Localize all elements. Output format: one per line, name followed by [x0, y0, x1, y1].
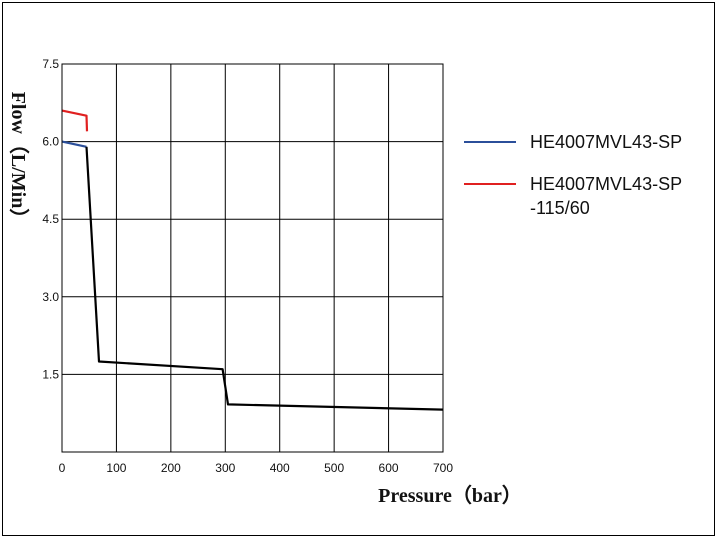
y-tick-4-5: 4.5 [42, 212, 59, 226]
grid-lines [62, 64, 443, 452]
x-tick-200: 200 [161, 461, 181, 475]
plot-area [61, 63, 444, 453]
legend-label-line-1: HE4007MVL43-SP [530, 174, 682, 194]
x-tick-700: 700 [433, 461, 453, 475]
x-tick-600: 600 [379, 461, 399, 475]
series-layer [61, 109, 444, 411]
x-tick-300: 300 [215, 461, 235, 475]
series-line-1 [61, 109, 89, 132]
legend-label-he4007mvl43-sp-115-60: HE4007MVL43-SP -115/60 [530, 174, 687, 218]
y-tick-1-5: 1.5 [42, 367, 59, 381]
legend-label-line-2: -115/60 [530, 198, 590, 218]
series-line-2 [85, 146, 444, 411]
y-axis-title: Flow（L/Min） [7, 92, 30, 229]
x-tick-labels: 0 100 200 300 400 500 600 700 [59, 461, 454, 475]
x-tick-0: 0 [59, 461, 66, 475]
x-tick-400: 400 [270, 461, 290, 475]
legend-label-he4007mvl43-sp: HE4007MVL43-SP [530, 132, 682, 152]
series-line-0 [61, 140, 87, 148]
legend: HE4007MVL43-SP HE4007MVL43-SP -115/60 [464, 132, 687, 218]
y-tick-3: 3.0 [42, 290, 59, 304]
x-tick-100: 100 [106, 461, 126, 475]
y-tick-7-5: 7.5 [42, 57, 59, 71]
y-tick-labels: 1.5 3.0 4.5 6.0 7.5 [42, 57, 59, 381]
x-tick-500: 500 [324, 461, 344, 475]
y-tick-6: 6.0 [42, 135, 59, 149]
x-axis-title: Pressure（bar） [378, 484, 522, 507]
